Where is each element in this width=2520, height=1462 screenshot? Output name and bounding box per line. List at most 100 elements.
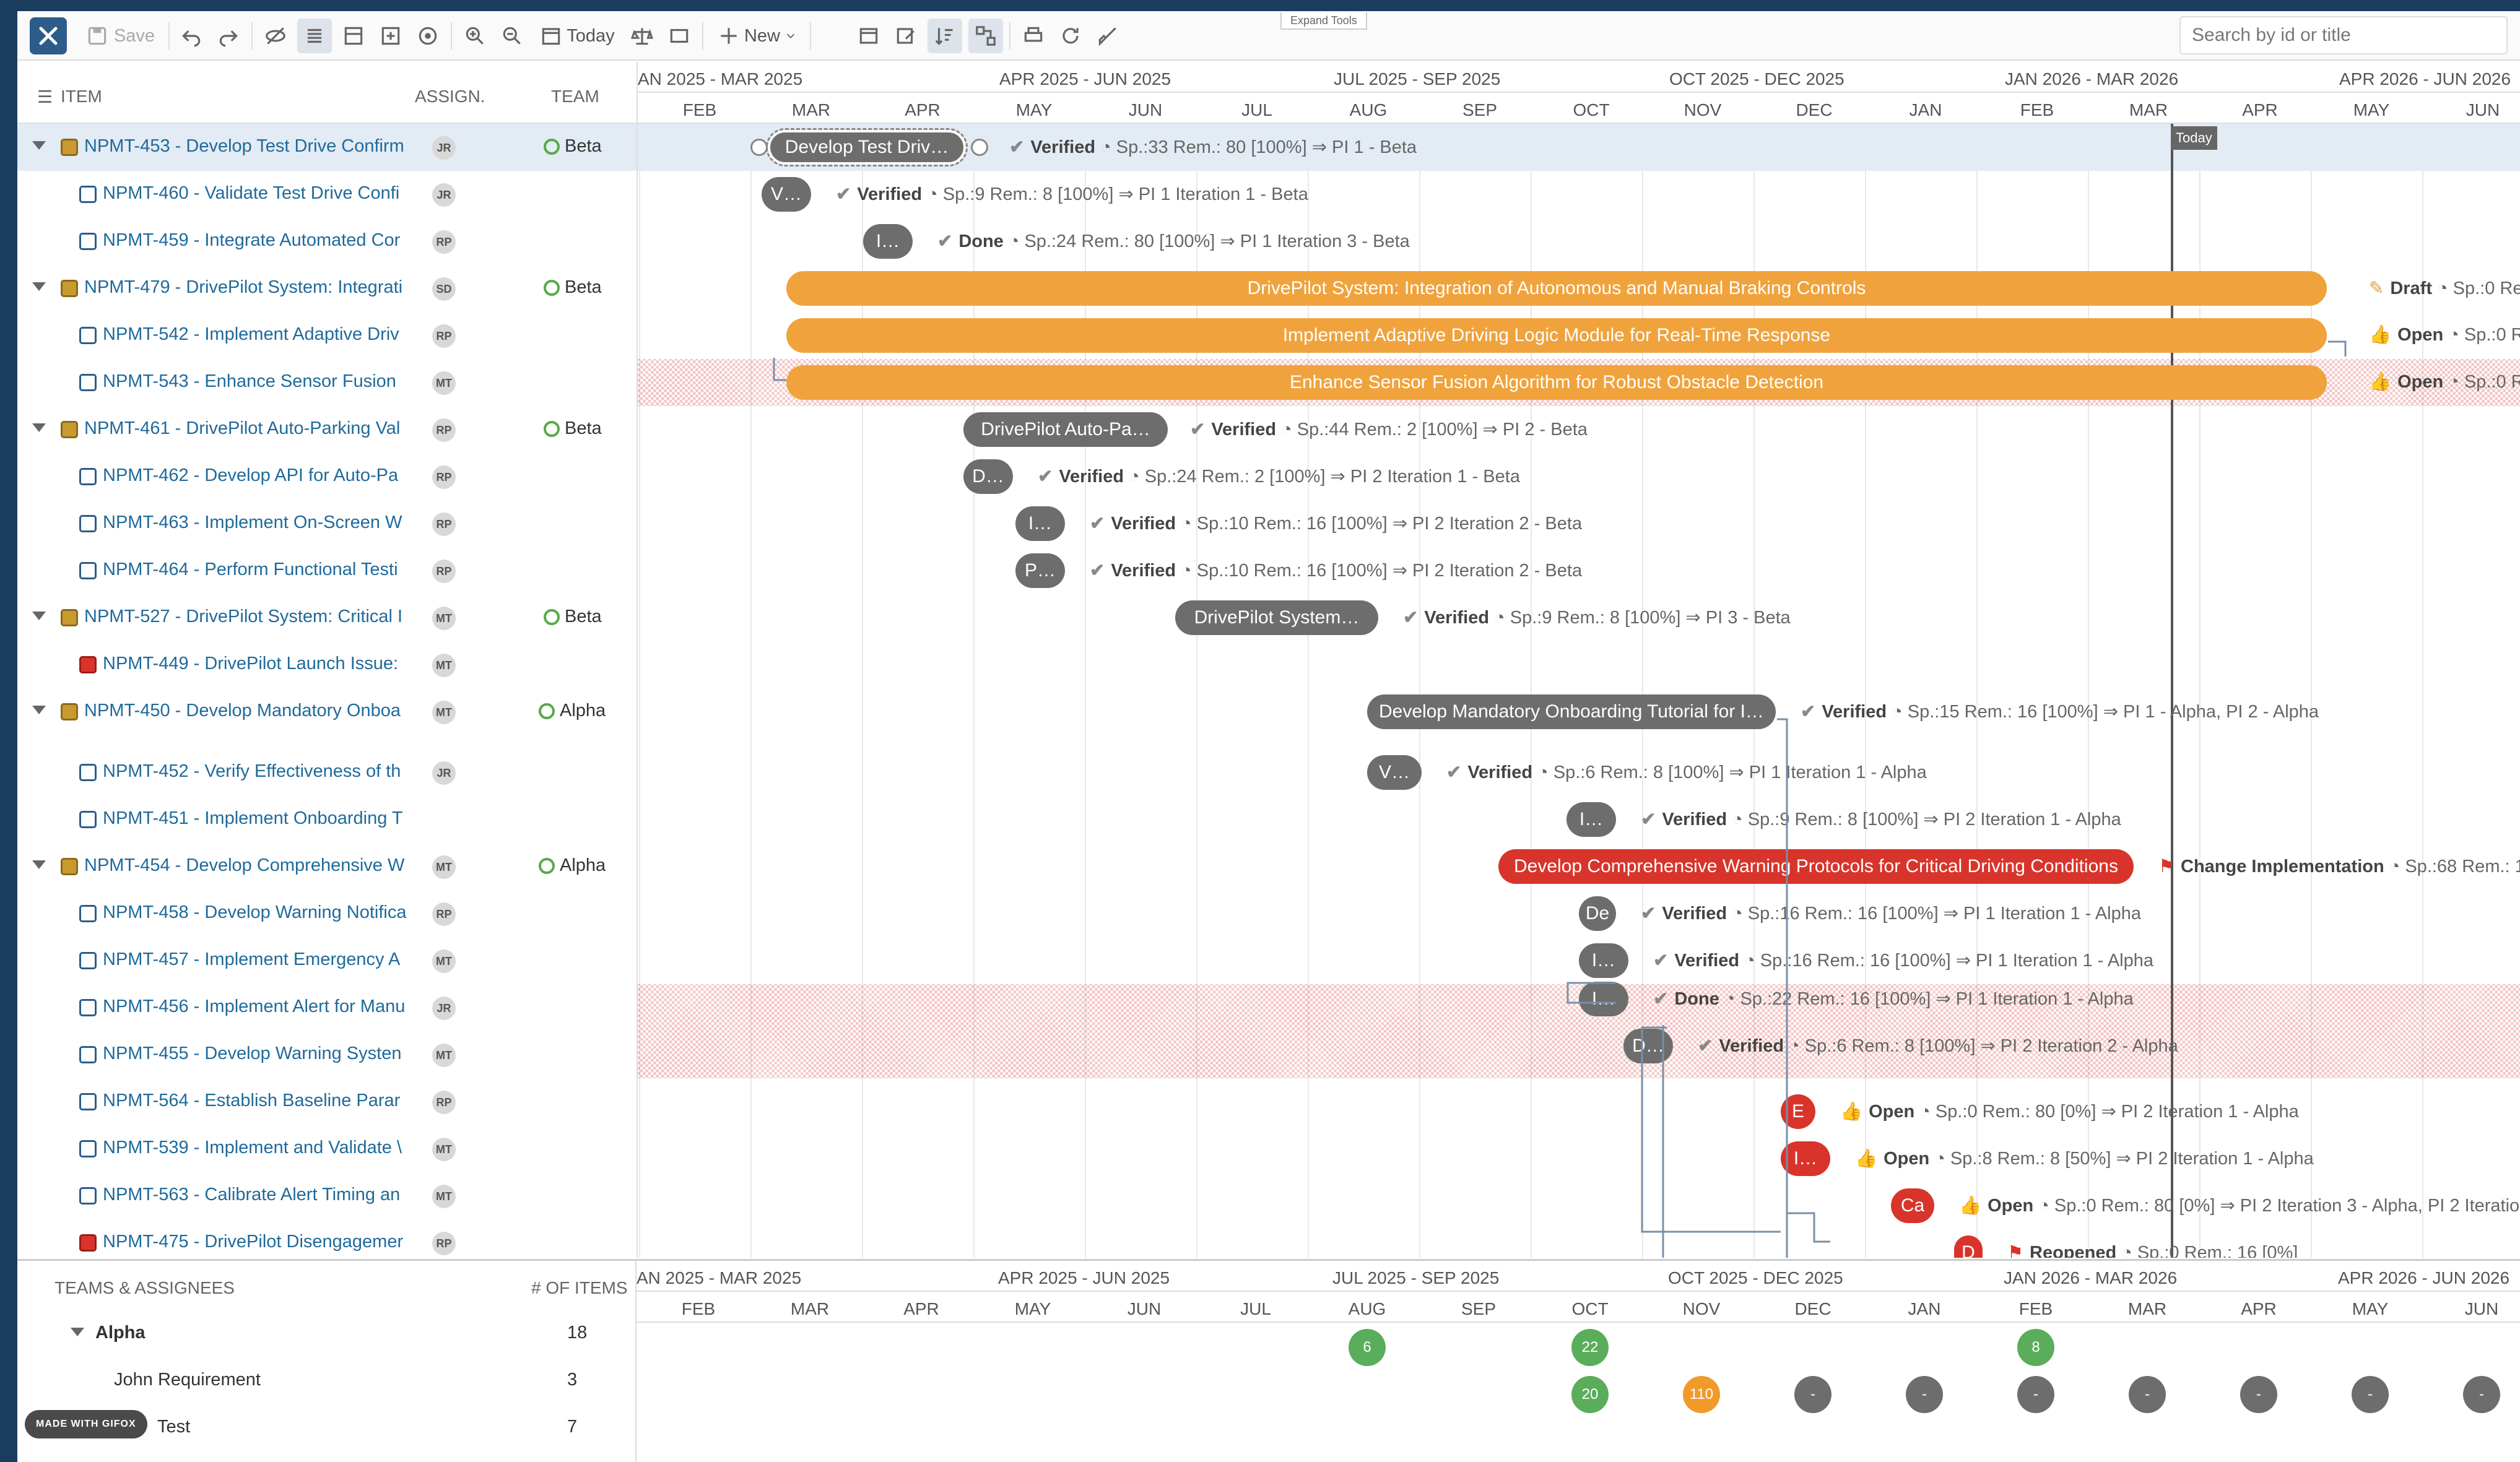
grid-row[interactable]: NPMT-464 - Perform Functional Testi RP	[17, 547, 637, 594]
expand-tools-tab[interactable]: Expand Tools	[1280, 12, 1367, 30]
workload-dot[interactable]: 20	[1571, 1376, 1609, 1413]
item-link[interactable]: NPMT-458 - Develop Warning Notifica	[103, 902, 407, 922]
hide-icon[interactable]	[260, 19, 291, 53]
column-item-header[interactable]: ITEM	[61, 87, 102, 106]
panel-icon[interactable]	[338, 19, 369, 53]
item-link[interactable]: NPMT-451 - Implement Onboarding T	[103, 808, 403, 828]
clear-icon[interactable]	[1092, 19, 1123, 53]
assignee-avatar[interactable]: JR	[432, 997, 456, 1020]
gantt-bar[interactable]: Ca	[1891, 1188, 1934, 1223]
assignee-avatar[interactable]: RP	[432, 513, 456, 536]
search-input[interactable]: Search by id or title	[2179, 16, 2508, 54]
workload-dot[interactable]: -	[1794, 1376, 1831, 1413]
workload-dot[interactable]: 22	[1571, 1329, 1609, 1366]
item-link[interactable]: NPMT-449 - DrivePilot Launch Issue:	[103, 654, 399, 673]
gantt-bar[interactable]: I…	[1781, 1141, 1830, 1176]
item-link[interactable]: NPMT-543 - Enhance Sensor Fusion	[103, 371, 396, 391]
zoom-out-icon[interactable]	[497, 19, 528, 53]
grid-row[interactable]: NPMT-542 - Implement Adaptive Driv RP	[17, 312, 637, 359]
gantt-bar[interactable]: I…	[1579, 943, 1628, 978]
save-button[interactable]: Save	[77, 19, 163, 53]
item-link[interactable]: NPMT-564 - Establish Baseline Parar	[103, 1091, 401, 1110]
new-button[interactable]: New	[711, 19, 804, 53]
workload-dot[interactable]: -	[2240, 1376, 2277, 1413]
gantt-bar[interactable]: Develop Test Driv…	[766, 128, 968, 167]
balance-icon[interactable]	[627, 19, 658, 53]
assignee-avatar[interactable]: RP	[432, 324, 456, 348]
gantt-bar[interactable]: P…	[1015, 553, 1065, 588]
grid-row[interactable]: NPMT-451 - Implement Onboarding T	[17, 796, 637, 843]
grid-row[interactable]: NPMT-458 - Develop Warning Notifica RP	[17, 890, 637, 937]
grid-row[interactable]: NPMT-450 - Develop Mandatory Onboa MT Alph…	[17, 688, 637, 735]
workload-dot[interactable]: -	[2463, 1376, 2500, 1413]
grid-row[interactable]: NPMT-456 - Implement Alert for Manu JR	[17, 984, 637, 1031]
redo-icon[interactable]	[213, 19, 244, 53]
assignee-avatar[interactable]: RP	[432, 465, 456, 489]
grid-row[interactable]: NPMT-527 - DrivePilot System: Critical I…	[17, 594, 637, 641]
add-column-icon[interactable]	[375, 19, 406, 53]
collapse-triangle-icon[interactable]	[32, 141, 46, 150]
grid-row[interactable]: NPMT-563 - Calibrate Alert Timing an MT	[17, 1172, 637, 1219]
refresh-icon[interactable]	[1055, 19, 1086, 53]
gantt-bar[interactable]: Implement Adaptive Driving Logic Module …	[786, 318, 2327, 353]
assignee-avatar[interactable]: RP	[432, 560, 456, 583]
grid-row[interactable]: NPMT-564 - Establish Baseline Parar RP	[17, 1078, 637, 1125]
sort-icon[interactable]	[928, 19, 962, 53]
assignee-avatar[interactable]: MT	[432, 855, 456, 879]
assignee-avatar[interactable]: MT	[432, 1044, 456, 1067]
menu-icon[interactable]: ☰	[37, 87, 53, 106]
assignee-avatar[interactable]: MT	[432, 701, 456, 724]
item-link[interactable]: NPMT-475 - DrivePilot Disengagemer	[103, 1232, 404, 1252]
gantt-bar[interactable]: De	[1579, 896, 1616, 931]
grid-row[interactable]: NPMT-462 - Develop API for Auto-Pa RP	[17, 453, 637, 500]
grid-row[interactable]: NPMT-463 - Implement On-Screen W RP	[17, 500, 637, 547]
grid-row[interactable]: NPMT-543 - Enhance Sensor Fusion MT	[17, 359, 637, 406]
item-link[interactable]: NPMT-542 - Implement Adaptive Driv	[103, 324, 399, 344]
grid-row[interactable]: NPMT-457 - Implement Emergency A MT	[17, 937, 637, 984]
grid-row[interactable]: NPMT-454 - Develop Comprehensive W MT Alph…	[17, 843, 637, 890]
item-link[interactable]: NPMT-454 - Develop Comprehensive W	[84, 855, 405, 875]
assignee-avatar[interactable]: MT	[432, 1138, 456, 1161]
item-link[interactable]: NPMT-453 - Develop Test Drive Confirm	[84, 136, 404, 156]
gantt-bar[interactable]: D…	[963, 459, 1013, 494]
gantt-bar[interactable]: Enhance Sensor Fusion Algorithm for Robu…	[786, 365, 2327, 400]
assignee-avatar[interactable]: MT	[432, 371, 456, 395]
workload-dot[interactable]: -	[2352, 1376, 2389, 1413]
assignee-avatar[interactable]: MT	[432, 654, 456, 677]
workload-dot[interactable]: 6	[1349, 1329, 1386, 1366]
workload-dot[interactable]: -	[1906, 1376, 1943, 1413]
item-link[interactable]: NPMT-563 - Calibrate Alert Timing an	[103, 1185, 401, 1205]
assignee-avatar[interactable]: MT	[432, 949, 456, 973]
item-link[interactable]: NPMT-479 - DrivePilot System: Integrati	[84, 277, 403, 297]
item-link[interactable]: NPMT-452 - Verify Effectiveness of th	[103, 761, 401, 781]
column-assign-header[interactable]: ASSIGN.	[415, 87, 485, 106]
gantt-bar[interactable]: Develop Mandatory Onboarding Tutorial fo…	[1367, 694, 1776, 729]
workload-dot[interactable]: 8	[2017, 1329, 2054, 1366]
collapse-triangle-icon[interactable]	[32, 282, 46, 291]
column-team-header[interactable]: TEAM	[551, 87, 599, 106]
item-link[interactable]: NPMT-456 - Implement Alert for Manu	[103, 997, 406, 1016]
edit-card-icon[interactable]	[890, 19, 921, 53]
target-icon[interactable]	[412, 19, 443, 53]
grid-row[interactable]: NPMT-539 - Implement and Validate \ MT	[17, 1125, 637, 1172]
collapse-triangle-icon[interactable]	[32, 706, 46, 714]
gantt-bar[interactable]: I…	[1015, 506, 1065, 541]
print-icon[interactable]	[1018, 19, 1049, 53]
item-link[interactable]: NPMT-455 - Develop Warning Systen	[103, 1044, 402, 1063]
assignee-avatar[interactable]: RP	[432, 902, 456, 926]
undo-icon[interactable]	[176, 19, 207, 53]
assignee-avatar[interactable]: RP	[432, 1091, 456, 1114]
assignee-avatar[interactable]: MT	[432, 607, 456, 630]
assignee-avatar[interactable]: JR	[432, 136, 456, 160]
grid-row[interactable]: NPMT-453 - Develop Test Drive Confirm JR B…	[17, 124, 637, 171]
collapse-triangle-icon[interactable]	[32, 860, 46, 869]
dependency-handle[interactable]	[971, 139, 988, 156]
assignee-avatar[interactable]: MT	[432, 1185, 456, 1208]
app-logo-icon[interactable]	[30, 17, 67, 54]
assignee-row[interactable]: Test 7	[17, 1404, 637, 1451]
item-link[interactable]: NPMT-463 - Implement On-Screen W	[103, 513, 402, 532]
assignee-avatar[interactable]: RP	[432, 418, 456, 442]
workload-dot[interactable]: -	[2129, 1376, 2166, 1413]
gantt-bar[interactable]: DrivePilot System…	[1175, 600, 1378, 635]
item-link[interactable]: NPMT-450 - Develop Mandatory Onboa	[84, 701, 401, 720]
